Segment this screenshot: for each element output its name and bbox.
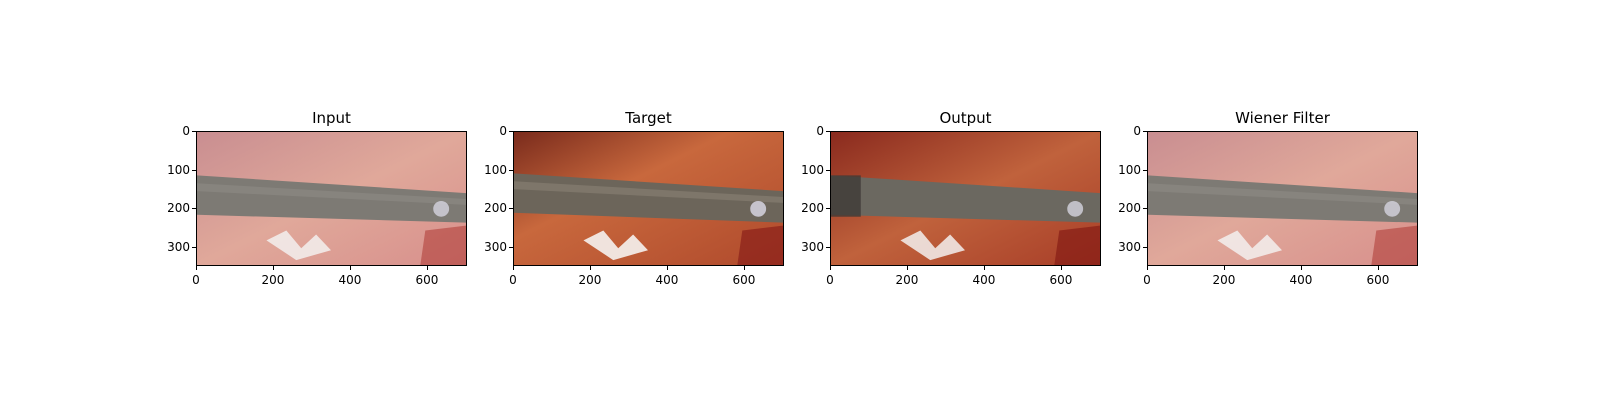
y-tick-label: 0 [816,124,824,138]
x-tick-label: 400 [1289,273,1313,287]
x-tick-mark [589,266,591,270]
x-tick-label: 0 [826,273,834,287]
x-tick-mark [1377,266,1379,270]
x-tick-label: 200 [1212,273,1236,287]
y-tick-label: 200 [484,201,507,216]
endoscopic-image-output [831,132,1100,265]
y-tick-mark [509,208,513,210]
x-tick-label: 400 [338,273,362,287]
image-input [196,131,467,266]
x-tick-mark [1223,266,1225,270]
y-tick-mark [826,169,830,171]
x-tick-label: 600 [415,273,439,287]
x-tick-label: 0 [509,273,517,287]
x-tick-mark [906,266,908,270]
x-tick-mark [743,266,745,270]
y-tick-mark [826,208,830,210]
x-tick-mark [196,266,197,270]
y-tick-mark [509,246,513,248]
y-tick-label: 300 [1118,239,1141,254]
x-tick-mark [272,266,274,270]
x-tick-mark [426,266,428,270]
x-tick-label: 0 [192,273,200,287]
panel-title-input: Input [312,109,351,127]
x-tick-label: 600 [1366,273,1390,287]
x-tick-label: 200 [261,273,285,287]
y-tick-label: 300 [484,239,507,254]
x-tick-label: 200 [578,273,602,287]
panel-title-wiener: Wiener Filter [1235,109,1330,127]
panel-title-output: Output [939,109,992,127]
y-tick-label: 200 [801,201,824,216]
y-tick-label: 0 [1133,124,1141,138]
x-tick-label: 0 [1143,273,1151,287]
x-tick-mark [830,266,831,270]
y-tick-label: 200 [1118,201,1141,216]
endoscopic-image-target [514,132,783,265]
panel-title-target: Target [625,109,672,127]
y-tick-mark [509,169,513,171]
x-tick-mark [983,266,985,270]
y-tick-mark [1143,169,1147,171]
y-tick-label: 100 [167,162,190,177]
y-tick-mark [1143,131,1147,132]
y-tick-mark [192,169,196,171]
y-tick-mark [192,131,196,132]
x-tick-mark [513,266,514,270]
endoscopic-image-input [197,132,466,265]
x-tick-label: 600 [1049,273,1073,287]
x-tick-mark [1147,266,1148,270]
y-tick-label: 0 [499,124,507,138]
y-tick-label: 300 [801,239,824,254]
x-tick-label: 400 [655,273,679,287]
y-tick-label: 0 [182,124,190,138]
y-tick-mark [509,131,513,132]
x-tick-label: 200 [895,273,919,287]
x-tick-mark [1060,266,1062,270]
y-tick-mark [1143,208,1147,210]
image-wiener [1147,131,1418,266]
x-tick-label: 400 [972,273,996,287]
x-tick-mark [1300,266,1302,270]
y-tick-mark [192,246,196,248]
y-tick-mark [826,246,830,248]
y-tick-label: 100 [1118,162,1141,177]
x-tick-mark [666,266,668,270]
y-tick-label: 100 [484,162,507,177]
y-tick-mark [192,208,196,210]
endoscopic-image-wiener [1148,132,1417,265]
y-tick-label: 200 [167,201,190,216]
x-tick-label: 600 [732,273,756,287]
y-tick-mark [826,131,830,132]
y-tick-mark [1143,246,1147,248]
y-tick-label: 100 [801,162,824,177]
y-tick-label: 300 [167,239,190,254]
image-target [513,131,784,266]
x-tick-mark [349,266,351,270]
image-output [830,131,1101,266]
